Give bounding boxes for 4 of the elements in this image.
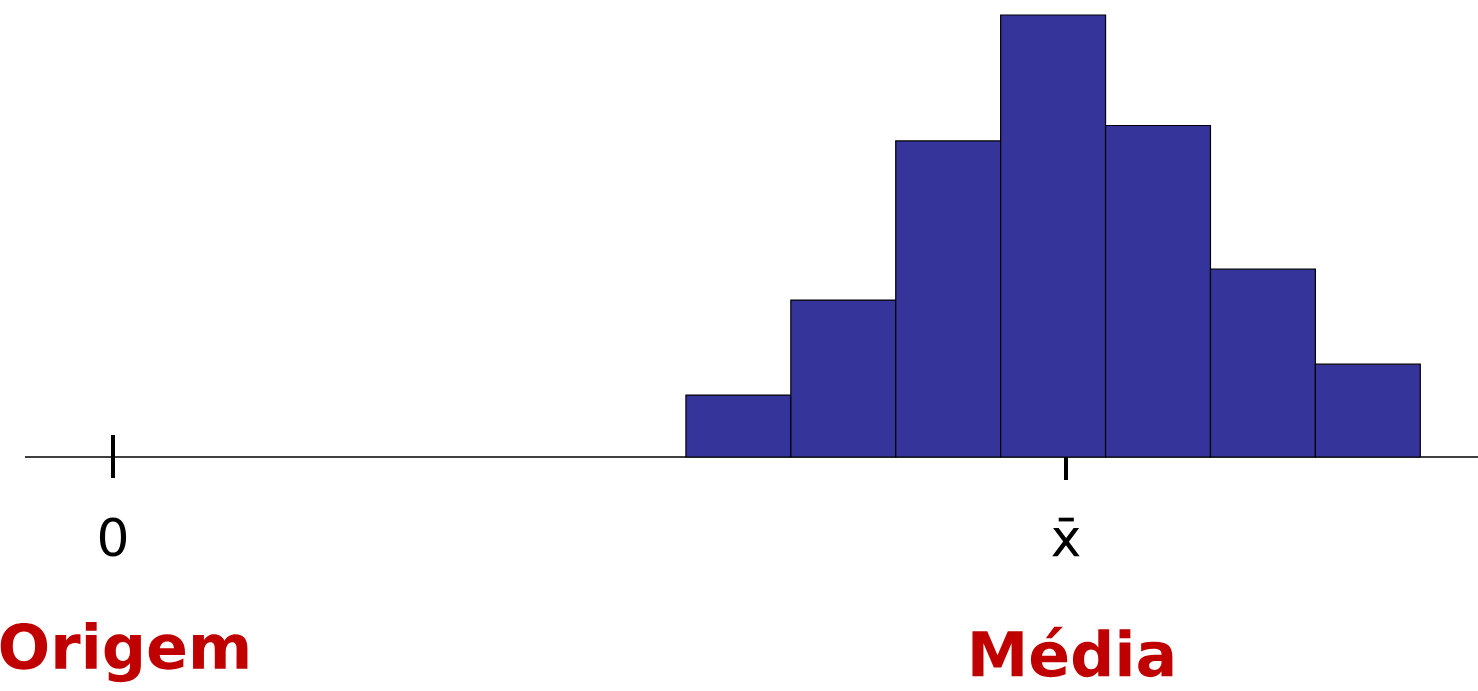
text: Média: [972, 626, 1173, 678]
text: 0: [99, 517, 127, 557]
text: x̄: [1052, 517, 1080, 557]
text: Origem: [0, 621, 248, 683]
